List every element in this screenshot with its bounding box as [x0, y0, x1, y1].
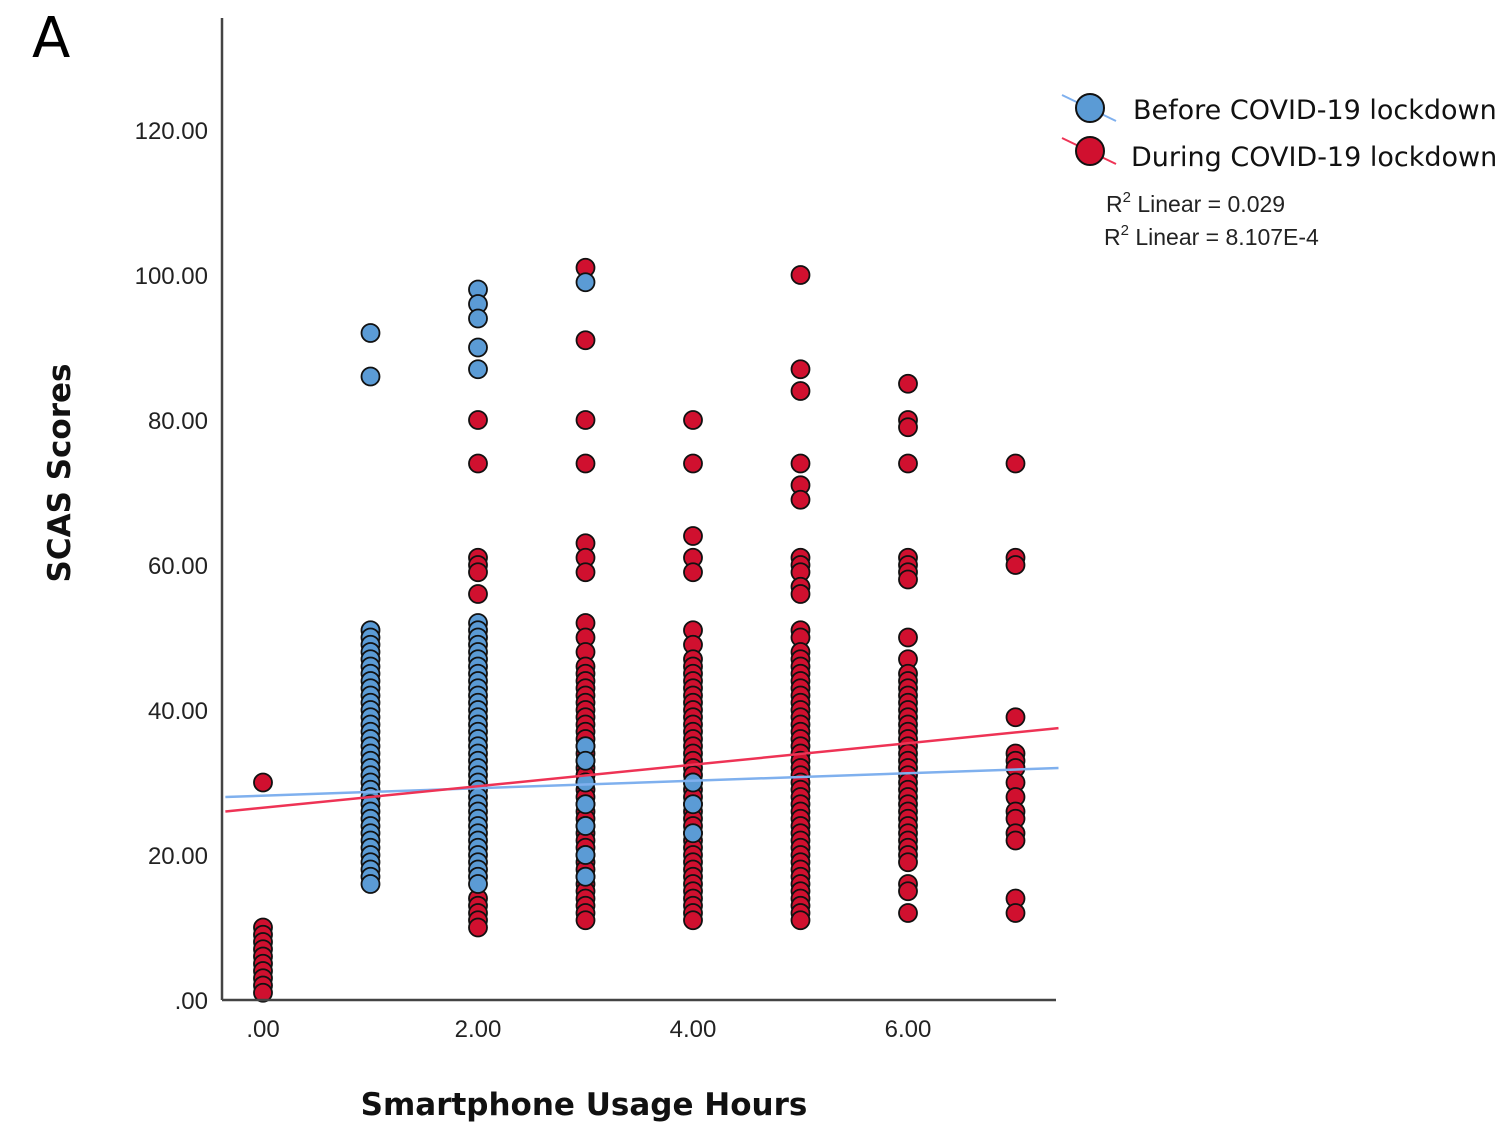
scatter-point: [575, 750, 596, 771]
y-tick-label: 80.00: [148, 408, 208, 435]
scatter-point: [790, 910, 811, 931]
scatter-point: [898, 881, 918, 902]
scatter-point: [468, 584, 488, 604]
fit-lines: [225, 726, 1059, 813]
scatter-point: [575, 453, 596, 474]
x-axis-ticks: .00 2.00 4.00 6.00: [246, 1016, 931, 1043]
scatter-point: [468, 308, 488, 329]
scatter-point: [253, 772, 273, 793]
legend-marker-during: [1075, 136, 1105, 166]
y-tick-label: 60.00: [148, 553, 208, 580]
scatter-point: [575, 772, 596, 793]
scatter-point: [898, 569, 918, 590]
scatter-point: [575, 330, 596, 351]
scatter-point: [575, 410, 596, 430]
scatter-point: [468, 337, 488, 358]
scatter-point: [575, 562, 596, 583]
scatter-point: [360, 366, 381, 387]
scatter-point: [360, 323, 381, 343]
series-before: [360, 272, 703, 894]
scatter-point: [683, 910, 703, 931]
fit-line-before: [225, 766, 1059, 799]
scatter-point: [575, 866, 596, 887]
scatter-point: [683, 453, 703, 474]
y-axis-ticks: .00 20.00 40.00 60.00 80.00 100.00 120.00: [135, 118, 208, 1015]
scatter-point: [790, 359, 811, 380]
legend-label-during: During COVID-19 lockdown: [1131, 142, 1497, 173]
data-points: [253, 257, 1026, 1003]
scatter-point: [468, 359, 488, 380]
scatter-point: [898, 903, 918, 923]
scatter-point: [468, 874, 488, 894]
scatter-point: [468, 562, 488, 583]
y-tick-label: 40.00: [148, 698, 208, 725]
x-axis-title: Smartphone Usage Hours: [361, 1087, 808, 1123]
scatter-point: [683, 526, 703, 546]
y-axis-title: SCAS Scores: [42, 364, 78, 583]
x-tick-label: 6.00: [885, 1016, 932, 1043]
r2-label-before: R2 Linear = 0.029: [1106, 189, 1285, 217]
x-tick-label: .00: [246, 1016, 279, 1043]
scatter-point: [790, 489, 811, 510]
legend: Before COVID-19 lockdown During COVID-19…: [1061, 93, 1497, 250]
r2-label-during: R2 Linear = 8.107E-4: [1104, 222, 1319, 250]
scatter-point: [898, 453, 918, 474]
scatter-point: [575, 794, 596, 815]
scatter-point: [683, 562, 703, 583]
scatter-point: [683, 410, 703, 430]
scatter-point: [898, 417, 918, 438]
x-tick-label: 4.00: [670, 1016, 717, 1043]
scatter-point: [253, 982, 273, 1003]
scatter-point: [790, 265, 811, 285]
scatter-point: [575, 816, 596, 836]
scatter-point: [790, 453, 811, 474]
scatter-point: [790, 584, 811, 604]
scatter-point: [683, 794, 703, 815]
legend-item-during: During COVID-19 lockdown: [1061, 136, 1497, 173]
legend-marker-before: [1075, 93, 1105, 123]
y-tick-label: 20.00: [148, 843, 208, 870]
y-tick-label: 120.00: [135, 118, 208, 145]
legend-item-before: Before COVID-19 lockdown: [1061, 93, 1497, 126]
scatter-point: [1005, 707, 1026, 728]
scatter-point: [790, 381, 811, 401]
x-tick-label: 2.00: [455, 1016, 502, 1043]
scatter-point: [683, 823, 703, 844]
scatter-point: [898, 852, 918, 873]
scatter-point: [1005, 903, 1026, 923]
scatter-point: [898, 627, 918, 648]
panel-label: A: [32, 6, 70, 71]
scatter-point: [898, 373, 918, 394]
legend-label-before: Before COVID-19 lockdown: [1133, 95, 1497, 126]
scatter-point: [1005, 830, 1026, 851]
scatter-point: [575, 272, 596, 293]
scatter-point: [575, 845, 596, 865]
scatter-point: [1005, 555, 1026, 575]
scatter-point: [575, 910, 596, 931]
y-tick-label: .00: [175, 988, 208, 1015]
scatter-point: [360, 874, 381, 894]
fit-line-during: [225, 726, 1059, 813]
scatter-point: [1005, 453, 1026, 474]
scatter-point: [468, 453, 488, 474]
scatter-point: [468, 410, 488, 430]
scatter-point: [683, 772, 703, 793]
y-tick-label: 100.00: [135, 263, 208, 290]
scatter-point: [468, 917, 488, 938]
